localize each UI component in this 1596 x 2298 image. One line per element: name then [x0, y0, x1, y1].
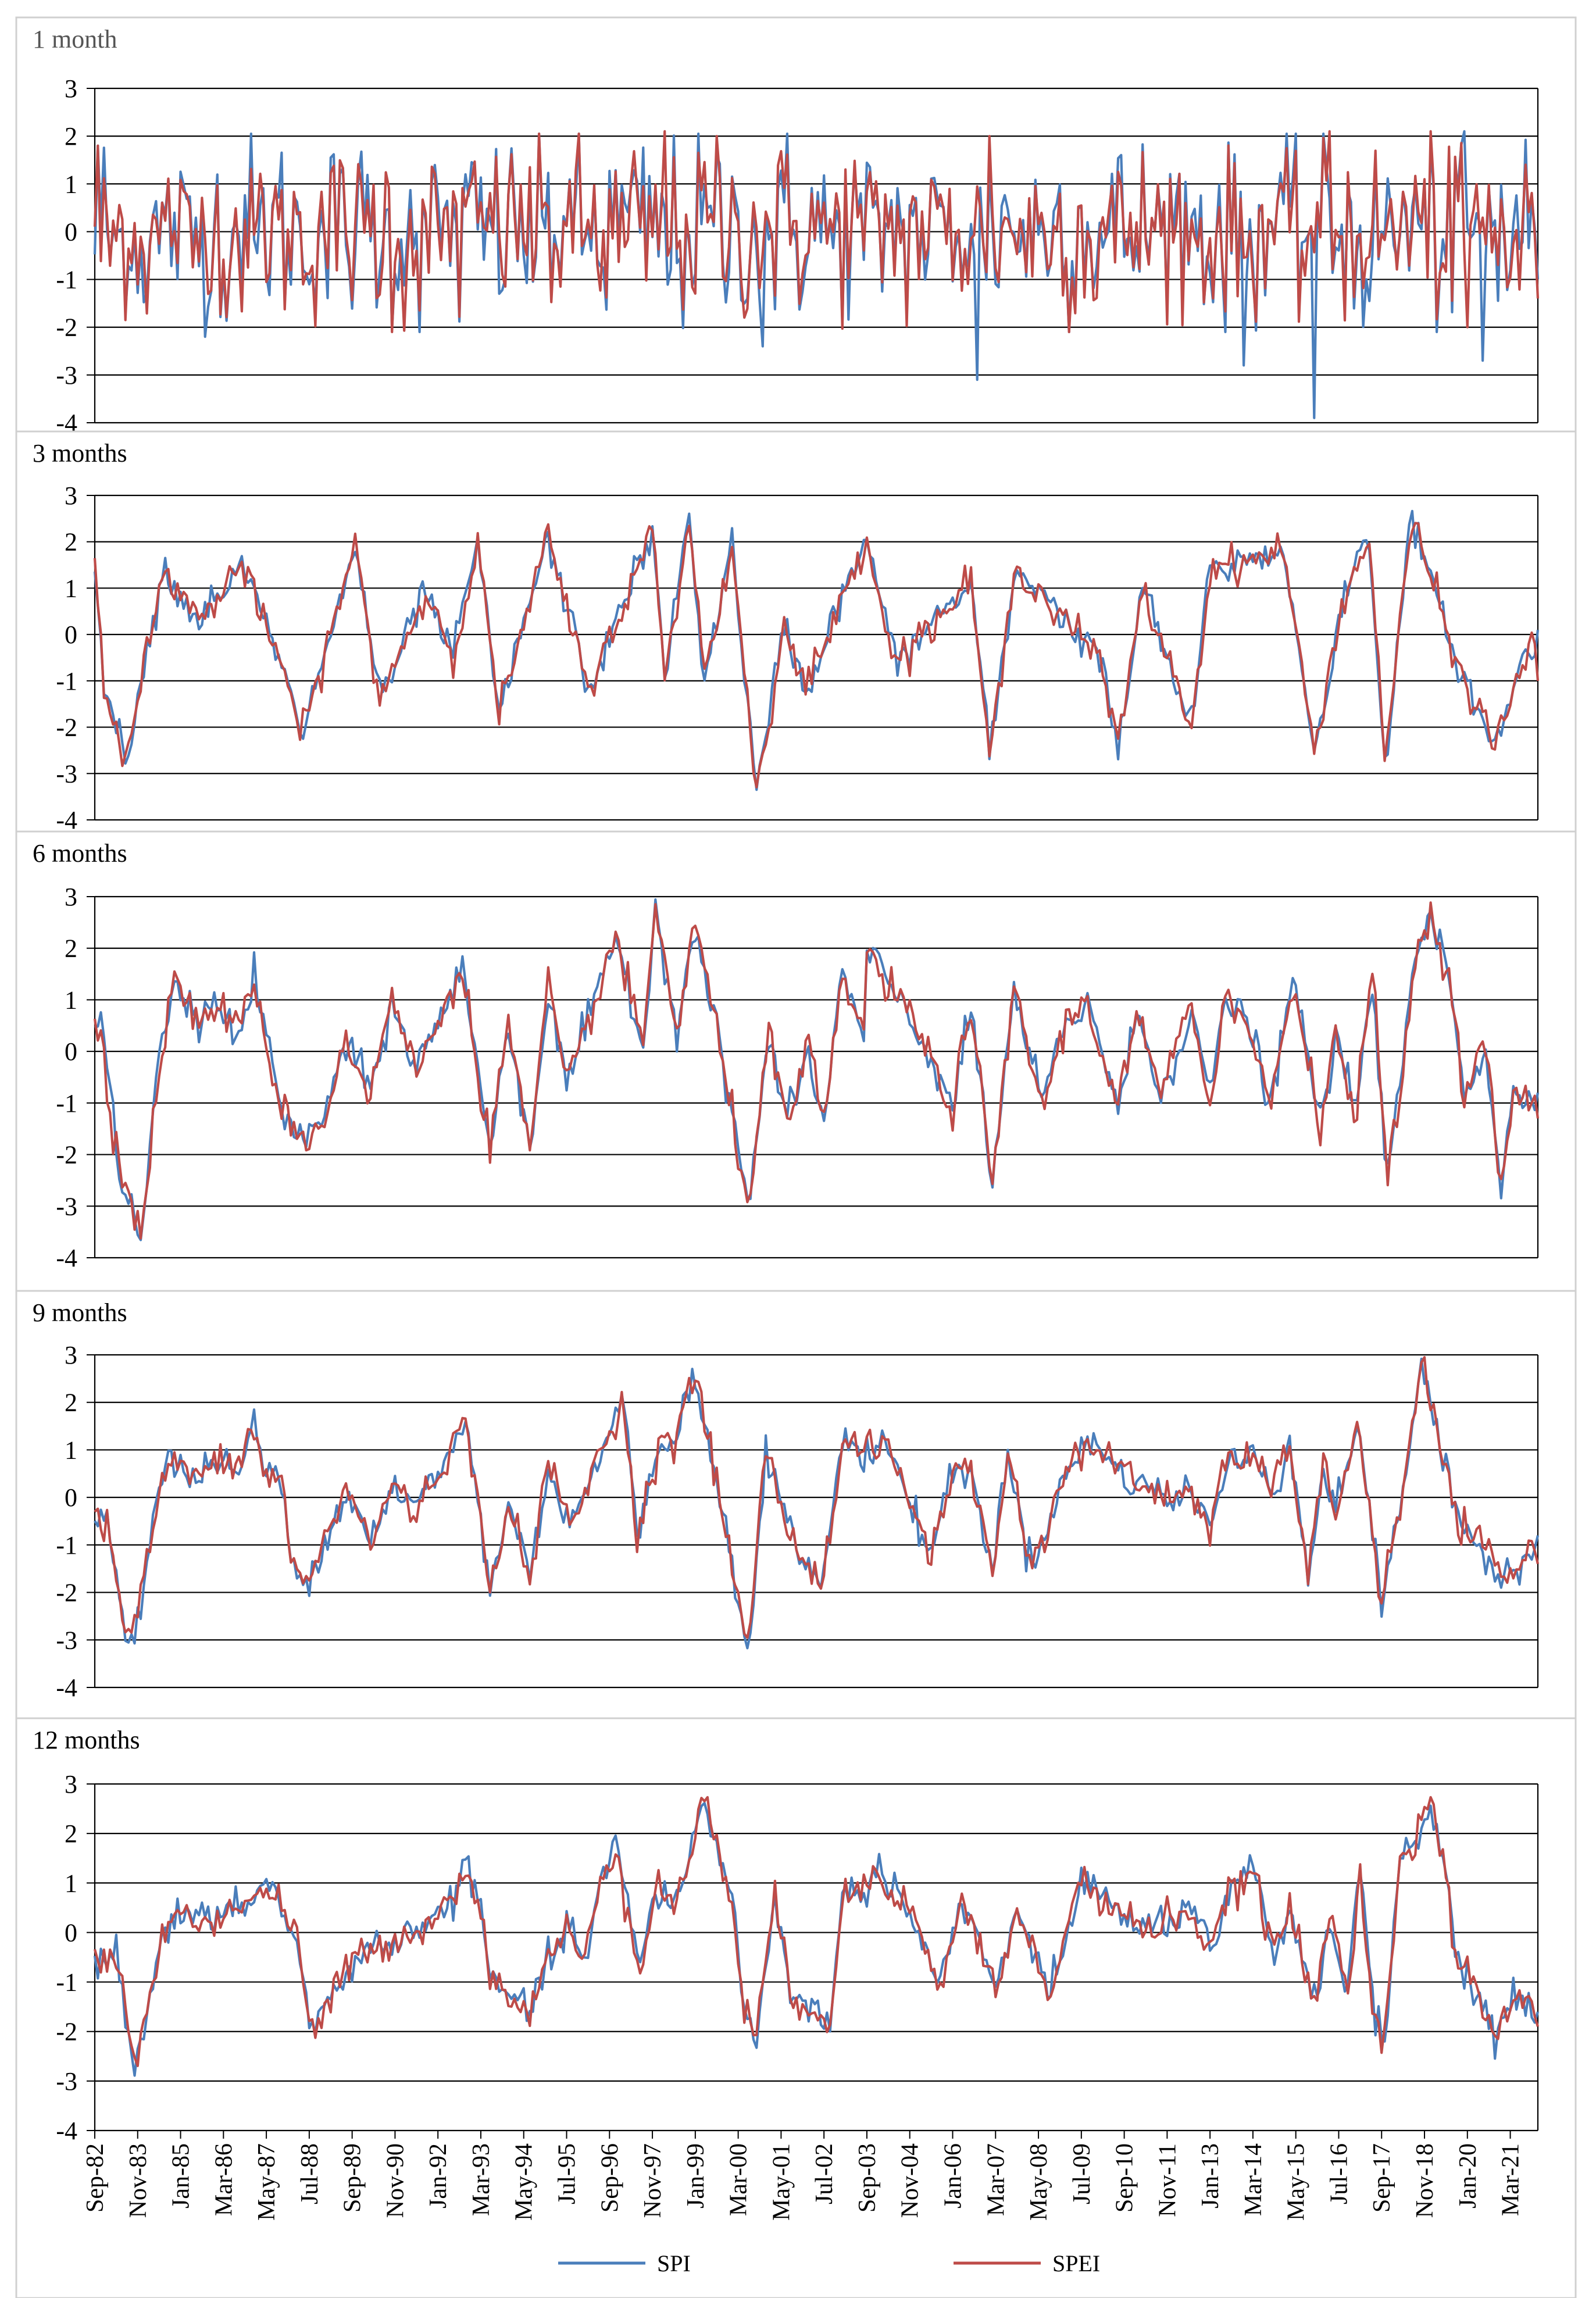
y-tick-label: 0: [65, 217, 77, 246]
x-tick-label: Mar-21: [1498, 2143, 1524, 2216]
y-tick-label: -2: [56, 1579, 77, 1607]
x-tick-label: May-87: [253, 2143, 280, 2221]
y-tick-label: 0: [65, 1037, 77, 1066]
y-tick-label: -4: [56, 2117, 77, 2145]
x-tick-label: Sep-17: [1369, 2143, 1395, 2213]
y-tick-label: -2: [56, 313, 77, 342]
x-tick-label: Nov-11: [1154, 2143, 1181, 2217]
y-tick-label: 1: [65, 986, 77, 1014]
panel-9-months: 9 months 3 2 1 0 -1 -2 -3 -4: [15, 1290, 1577, 1719]
x-tick-label: May-15: [1283, 2143, 1310, 2221]
series-line-spei: [93, 522, 1540, 789]
series-line-spei: [93, 1796, 1540, 2067]
x-tick-label: Mar-86: [210, 2143, 237, 2216]
x-tick-label: Mar-00: [726, 2143, 752, 2216]
x-tick-label: Sep-03: [854, 2143, 881, 2213]
x-tick-label: Mar-07: [983, 2143, 1009, 2216]
y-tick-label: 3: [65, 1341, 77, 1369]
x-tick-label: Nov-97: [640, 2143, 666, 2218]
x-tick-label: Mar-93: [468, 2143, 495, 2216]
x-tick-label: Nov-90: [382, 2143, 409, 2218]
y-tick-label: -4: [56, 1244, 77, 1272]
x-tick-label: Nov-04: [897, 2143, 924, 2218]
series-line-spei: [94, 1356, 1540, 1639]
y-tick-label: 0: [65, 1918, 77, 1947]
x-tick-label: Jan-20: [1455, 2143, 1481, 2208]
y-tick-label: -3: [56, 759, 77, 788]
x-tick-label: Jul-88: [297, 2143, 323, 2204]
panel-frame: [15, 1717, 1577, 2298]
y-tick-label: 1: [65, 1436, 77, 1464]
y-tick-label: -1: [56, 1968, 77, 1997]
legend: SPI SPEI: [558, 2250, 1100, 2276]
y-tick-label: 0: [65, 620, 77, 649]
x-tick-label: Jul-09: [1069, 2143, 1095, 2204]
panel-3-months: 3 months 3 2 1 0 -1 -2 -3 -4: [15, 430, 1577, 834]
y-tick-label: 3: [65, 1770, 77, 1799]
y-tick-label: -1: [56, 266, 77, 294]
panel-title: 9 months: [33, 1298, 127, 1327]
panel-title: 3 months: [33, 439, 127, 468]
x-tick-label: Nov-83: [125, 2143, 152, 2218]
y-tick-label: -4: [56, 806, 77, 834]
y-tick-label: 1: [65, 170, 77, 198]
x-tick-label: Jul-02: [811, 2143, 838, 2204]
y-tick-label: 2: [65, 934, 77, 963]
x-tick-label: May-01: [768, 2143, 795, 2221]
shared-x-axis: Sep-82 Nov-83 Jan-85 Mar-86 May-87 Jul-88 Sep-…: [82, 2131, 1524, 2221]
y-tick-label: 2: [65, 122, 77, 151]
x-tick-label: Jan-99: [683, 2143, 709, 2208]
y-tick-label: -2: [56, 2018, 77, 2046]
x-tick-label: Sep-89: [340, 2143, 366, 2213]
x-tick-label: Nov-18: [1412, 2143, 1438, 2218]
y-tick-label: -2: [56, 713, 77, 742]
panel-12-months: 12 months 3 2 1 0 -1 -2 -3 -4: [15, 1717, 1577, 2298]
x-tick-label: Sep-82: [82, 2143, 109, 2213]
series-line-spei: [93, 130, 1540, 334]
x-tick-label: May-94: [511, 2143, 538, 2221]
y-tick-label: 1: [65, 574, 77, 602]
panel-title: 6 months: [33, 839, 127, 868]
y-tick-label: -4: [56, 409, 77, 437]
series-line-spei: [93, 901, 1540, 1240]
x-tick-label: Mar-14: [1240, 2143, 1267, 2216]
x-tick-label: Jul-16: [1326, 2143, 1352, 2204]
y-tick-label: 3: [65, 74, 77, 103]
y-tick-label: 3: [65, 481, 77, 510]
y-tick-label: 2: [65, 1819, 77, 1848]
y-tick-label: -1: [56, 667, 77, 695]
panel-title: 1 month: [33, 25, 117, 53]
y-tick-label: -3: [56, 361, 77, 390]
y-tick-label: 1: [65, 1869, 77, 1897]
legend-label-spi: SPI: [657, 2250, 691, 2276]
x-tick-label: Jul-95: [554, 2143, 581, 2204]
y-tick-label: -3: [56, 2067, 77, 2096]
x-tick-label: May-08: [1026, 2143, 1052, 2221]
y-tick-label: 3: [65, 883, 77, 911]
panel-title: 12 months: [33, 1726, 140, 1754]
y-tick-label: 2: [65, 528, 77, 556]
x-tick-label: Sep-10: [1112, 2143, 1138, 2213]
panel-1-month: 1 month 3 2 1 0 -1 -2 -3 -4: [15, 16, 1577, 437]
y-tick-label: 0: [65, 1483, 77, 1512]
y-tick-label: -1: [56, 1531, 77, 1560]
x-tick-label: Jan-13: [1197, 2143, 1224, 2208]
x-tick-label: Sep-96: [597, 2143, 623, 2213]
y-tick-label: -3: [56, 1626, 77, 1654]
panel-6-months: 6 months 3 2 1 0 -1 -2 -3 -4: [15, 830, 1577, 1292]
x-tick-label: Jan-06: [940, 2143, 966, 2208]
y-tick-label: -3: [56, 1192, 77, 1221]
series-line-spi: [93, 1801, 1540, 2077]
y-tick-label: -4: [56, 1673, 77, 1702]
y-tick-label: -2: [56, 1141, 77, 1169]
y-tick-label: -1: [56, 1089, 77, 1118]
legend-label-spei: SPEI: [1052, 2250, 1100, 2276]
y-tick-label: 2: [65, 1389, 77, 1417]
x-tick-label: Jan-85: [168, 2143, 195, 2208]
x-tick-label: Jan-92: [425, 2143, 452, 2208]
